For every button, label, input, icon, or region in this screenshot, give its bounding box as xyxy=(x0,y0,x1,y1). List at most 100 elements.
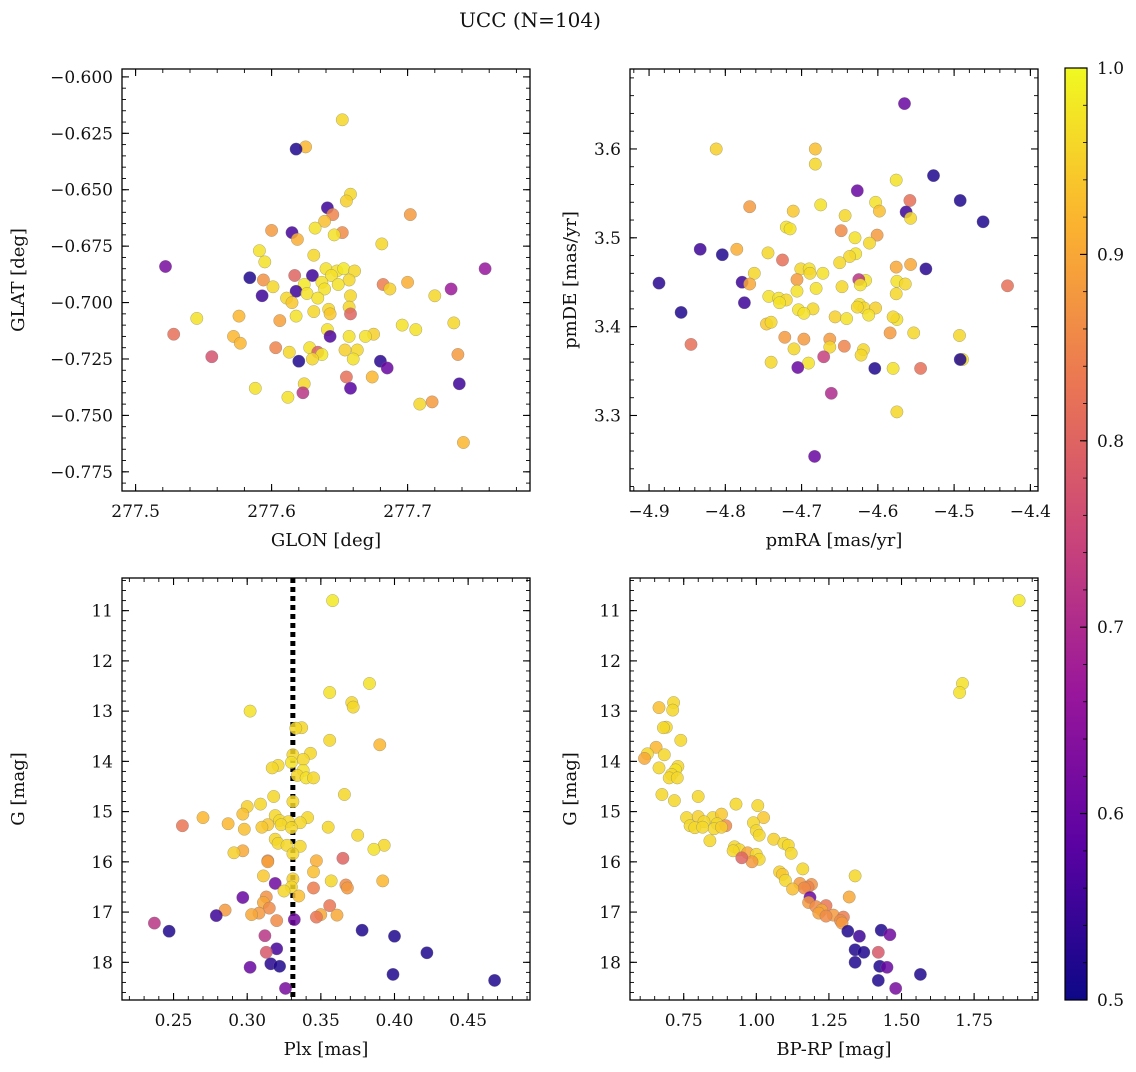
data-point xyxy=(819,909,833,923)
data-point xyxy=(305,269,319,282)
data-point xyxy=(286,795,300,809)
data-point xyxy=(797,306,811,320)
data-point xyxy=(880,960,894,974)
y-tick-label: −0.650 xyxy=(50,181,113,201)
data-point xyxy=(309,910,323,924)
data-point xyxy=(834,224,848,238)
data-point xyxy=(255,820,269,834)
y-tick-label: −0.625 xyxy=(50,124,113,144)
data-point xyxy=(277,884,291,898)
data-point xyxy=(853,278,867,292)
data-point xyxy=(890,405,904,419)
data-point xyxy=(898,277,912,291)
data-point xyxy=(279,981,292,995)
data-point xyxy=(691,790,705,803)
data-point xyxy=(656,721,670,735)
data-point xyxy=(886,310,900,324)
data-point xyxy=(840,312,854,326)
data-point xyxy=(835,280,849,294)
data-point xyxy=(797,332,811,346)
colorbar: 0.5 0.6 0.7 0.8 0.9 1.0 xyxy=(1064,59,1124,1011)
data-point xyxy=(927,169,940,183)
data-point xyxy=(852,929,866,943)
data-point xyxy=(667,794,681,808)
data-point xyxy=(342,329,356,343)
data-point xyxy=(803,266,817,280)
data-point xyxy=(323,307,337,321)
data-point xyxy=(324,874,338,888)
data-point xyxy=(871,973,885,987)
data-point xyxy=(307,881,320,895)
data-point xyxy=(292,889,306,903)
y-tick-label: 3.6 xyxy=(594,140,621,160)
data-point xyxy=(308,221,322,235)
data-point xyxy=(273,314,287,328)
data-point xyxy=(243,960,257,974)
data-point xyxy=(296,386,310,400)
data-point xyxy=(147,916,161,930)
data-point xyxy=(330,908,344,922)
data-point xyxy=(649,740,663,754)
colorbar-tick-label: 0.6 xyxy=(1097,805,1124,825)
data-point xyxy=(652,761,666,775)
data-point xyxy=(889,981,903,995)
data-point xyxy=(478,262,492,276)
data-point xyxy=(221,817,235,831)
data-point xyxy=(872,204,886,218)
data-point xyxy=(162,924,176,938)
y-tick-label: 14 xyxy=(91,752,113,772)
data-point xyxy=(307,771,320,785)
data-point xyxy=(752,828,766,842)
panel-3: 0.25 0.30 0.35 0.40 0.45 11 12 13 14 15 16 17 18 Plx … xyxy=(8,577,531,1060)
data-point xyxy=(375,237,389,251)
data-point xyxy=(737,296,751,310)
axes-frame xyxy=(629,68,1039,492)
data-point xyxy=(833,256,847,270)
data-point xyxy=(786,204,800,218)
colorbar-tick-label: 0.5 xyxy=(1097,991,1124,1011)
data-point xyxy=(409,323,423,337)
data-point xyxy=(848,869,862,883)
data-point xyxy=(245,908,259,922)
data-point xyxy=(344,307,357,321)
data-point xyxy=(321,820,335,834)
data-point xyxy=(757,811,771,825)
data-point xyxy=(862,308,876,322)
data-point xyxy=(236,891,250,904)
scatter-points xyxy=(159,113,492,449)
data-point xyxy=(336,851,350,865)
data-point xyxy=(883,326,897,340)
data-point xyxy=(236,807,250,821)
x-tick-label: 277.6 xyxy=(247,502,296,522)
y-tick-label: −0.775 xyxy=(50,463,113,483)
data-point xyxy=(292,354,306,368)
y-tick-label: 14 xyxy=(599,752,621,772)
data-point xyxy=(857,945,871,959)
data-point xyxy=(886,361,900,375)
data-point xyxy=(286,847,300,861)
data-point xyxy=(889,173,903,187)
data-point xyxy=(904,211,918,225)
data-point xyxy=(778,873,792,887)
data-point xyxy=(848,231,862,245)
y-axis-label: GLAT [deg] xyxy=(8,228,29,332)
data-point xyxy=(307,248,321,262)
y-tick-label: −0.700 xyxy=(50,294,113,314)
data-point xyxy=(346,700,360,714)
colorbar-tick-label: 0.9 xyxy=(1097,245,1124,265)
data-point xyxy=(318,214,332,228)
x-tick-label: 1.50 xyxy=(883,1011,921,1031)
data-point xyxy=(413,397,427,411)
y-tick-label: 3.3 xyxy=(594,406,621,426)
data-point xyxy=(261,855,275,869)
data-point xyxy=(258,929,272,943)
y-tick-label: −0.675 xyxy=(50,237,113,257)
panel-2: −4.9 −4.8 −4.7 −4.6 −4.5 −4.4 3.3 3.4 3.5 3.6 pmRA… xyxy=(560,68,1051,551)
data-point xyxy=(233,336,247,350)
x-tick-label: 277.5 xyxy=(111,502,160,522)
data-point xyxy=(351,828,365,842)
data-point xyxy=(674,305,688,319)
data-point xyxy=(344,289,357,303)
data-point xyxy=(452,377,466,391)
data-point xyxy=(808,157,822,171)
